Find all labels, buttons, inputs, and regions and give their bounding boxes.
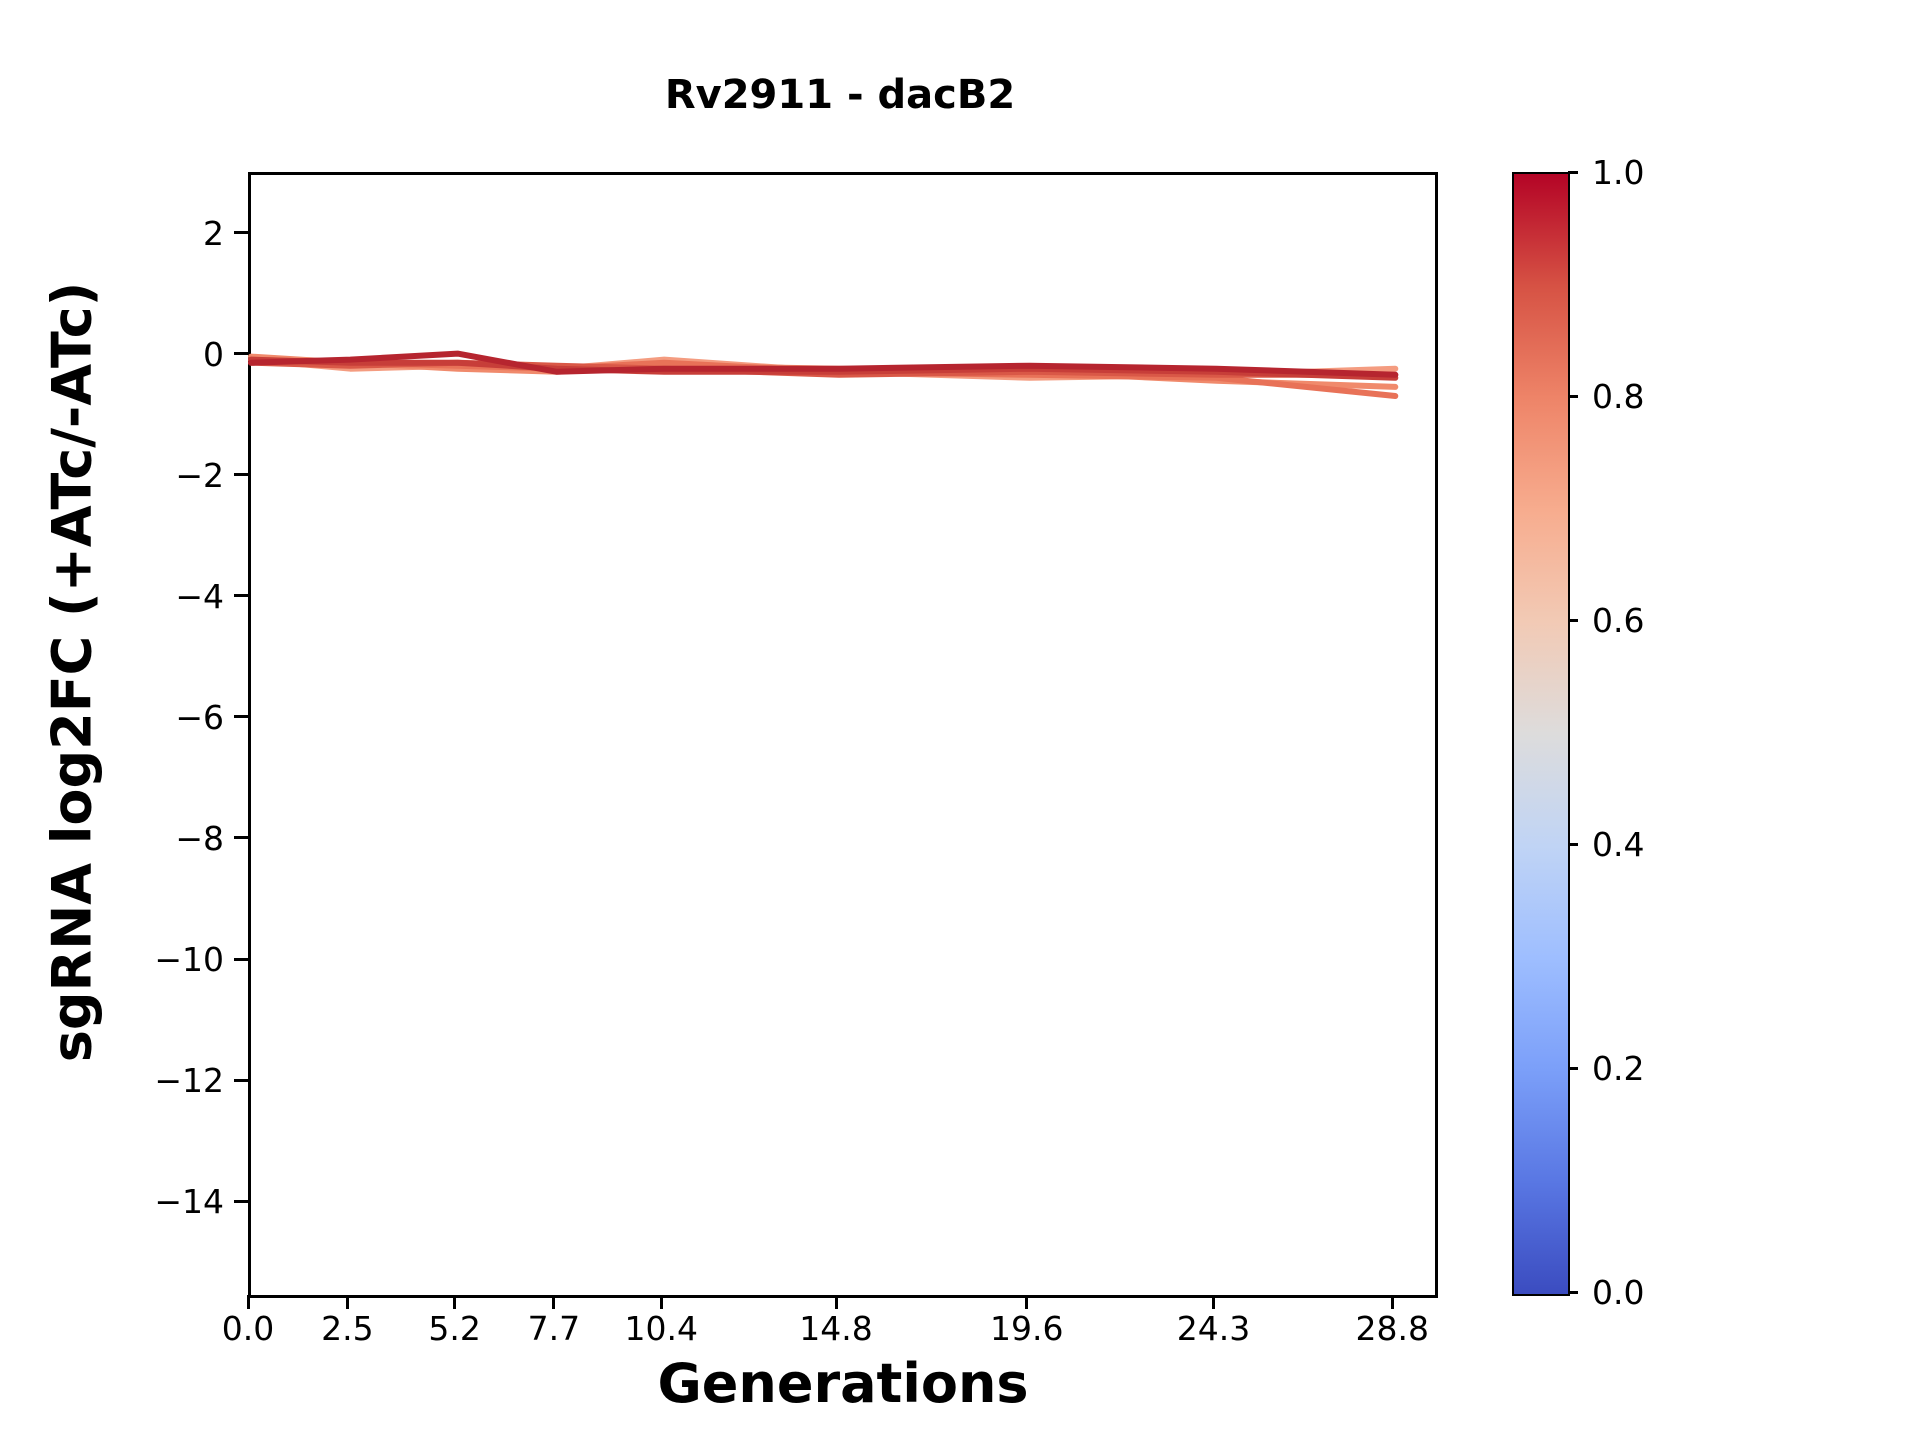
- y-tick-label: 2: [203, 213, 224, 253]
- series-line-2: [248, 356, 1399, 381]
- x-tick-mark: [1390, 1295, 1394, 1309]
- x-tick-label: 0.0: [221, 1309, 275, 1348]
- y-tick-mark: [234, 1199, 248, 1203]
- colorbar-tick-label: 0.4: [1592, 825, 1645, 864]
- x-tick-label: 7.7: [527, 1309, 581, 1348]
- x-axis-label: Generations: [657, 1352, 1029, 1415]
- y-tick-mark: [234, 957, 248, 961]
- x-tick-label: 28.8: [1355, 1309, 1430, 1348]
- colorbar-tick-label: 0.8: [1592, 377, 1645, 416]
- x-tick-mark: [246, 1295, 250, 1309]
- y-tick-label: −8: [175, 818, 224, 858]
- y-tick-label: 0: [203, 334, 224, 374]
- x-tick-label: 24.3: [1176, 1309, 1251, 1348]
- y-tick-mark: [234, 352, 248, 356]
- x-tick-mark: [453, 1295, 457, 1309]
- y-tick-label: −14: [154, 1182, 224, 1222]
- y-tick-mark: [234, 715, 248, 719]
- x-tick-label: 14.8: [799, 1309, 873, 1348]
- x-tick-label: 19.6: [989, 1309, 1064, 1348]
- y-tick-label: −2: [175, 455, 224, 495]
- y-tick-mark: [234, 836, 248, 840]
- x-tick-label: 2.5: [321, 1309, 374, 1348]
- x-tick-mark: [345, 1295, 349, 1309]
- y-tick-label: −6: [175, 697, 224, 737]
- y-tick-mark: [234, 231, 248, 235]
- y-tick-mark: [234, 473, 248, 477]
- colorbar-tick-label: 0.2: [1592, 1049, 1645, 1088]
- colorbar-tick-label: 1.0: [1592, 153, 1645, 192]
- chart-title: Rv2911 - dacB2: [664, 72, 1016, 118]
- colorbar-tick-mark: [1568, 1066, 1578, 1070]
- colorbar-tick-mark: [1568, 394, 1578, 398]
- x-tick-mark: [1025, 1295, 1029, 1309]
- plot-area: [248, 172, 1438, 1298]
- colorbar-tick-label: 0.0: [1592, 1273, 1645, 1312]
- y-tick-label: −4: [175, 576, 224, 616]
- series-line-1: [248, 350, 1399, 378]
- y-tick-label: −12: [154, 1061, 224, 1101]
- colorbar-tick-mark: [1568, 618, 1578, 622]
- colorbar: [1512, 172, 1570, 1296]
- line-series-svg: [248, 350, 1399, 399]
- x-tick-mark: [1211, 1295, 1215, 1309]
- colorbar-tick-mark: [1568, 842, 1578, 846]
- y-tick-label: −10: [154, 940, 224, 980]
- colorbar-tick-mark: [1568, 170, 1578, 174]
- colorbar-tick-label: 0.6: [1592, 601, 1645, 640]
- x-tick-label: 10.4: [624, 1309, 698, 1348]
- x-tick-mark: [659, 1295, 663, 1309]
- x-tick-mark: [552, 1295, 556, 1309]
- y-tick-mark: [234, 1078, 248, 1082]
- colorbar-tick-mark: [1568, 1290, 1578, 1294]
- y-tick-mark: [234, 594, 248, 598]
- x-tick-mark: [834, 1295, 838, 1309]
- x-tick-label: 5.2: [428, 1309, 481, 1348]
